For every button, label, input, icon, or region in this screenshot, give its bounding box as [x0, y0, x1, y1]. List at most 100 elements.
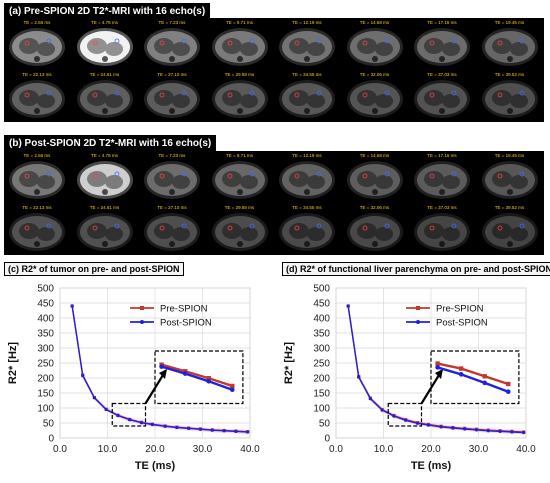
- y-tick-label: 450: [313, 299, 330, 310]
- te-label: TE = 24.61 ms: [89, 205, 120, 210]
- chart-d-title: (d) R2* of functional liver parenchyma o…: [282, 262, 550, 276]
- pre-mri-tile: TE = 2.56 ms: [5, 19, 69, 69]
- post-mri-tile: TE = 32.06 ms: [342, 204, 407, 254]
- y-tick-label: 400: [313, 314, 330, 325]
- inset-data-point: [206, 376, 211, 381]
- te-label: TE = 19.45 ms: [494, 153, 525, 158]
- data-point: [368, 397, 372, 401]
- te-label: TE = 27.10 ms: [157, 72, 187, 77]
- x-tick-label: 30.0: [193, 444, 213, 455]
- te-label: TE = 22.13 ms: [22, 72, 52, 77]
- y-tick-label: 0: [324, 434, 330, 445]
- panel-b-title: (b) Post-SPION 2D T2*-MRI with 16 echo(s…: [4, 135, 217, 152]
- data-point: [474, 428, 479, 432]
- data-point: [392, 414, 396, 418]
- y-tick-label: 400: [37, 314, 54, 325]
- mri-slice-image: [144, 161, 200, 199]
- data-point: [426, 423, 430, 427]
- te-label: TE = 39.52 ms: [494, 72, 525, 77]
- legend-label: Post-SPION: [160, 318, 212, 329]
- y-tick-label: 200: [313, 374, 330, 385]
- data-point: [175, 425, 179, 430]
- te-label: TE = 14.68 ms: [359, 20, 390, 25]
- chart-c: 0 50 100 150 200 250 300 350 400 450 500 0.0 10.0 20.…: [7, 284, 260, 473]
- te-label: TE = 12.19 ms: [292, 153, 322, 158]
- series-line-1: [347, 305, 524, 434]
- zoom-arrow: [144, 374, 164, 405]
- zoom-arrow-head: [435, 369, 443, 379]
- te-label: TE = 32.06 ms: [359, 72, 390, 77]
- te-label: TE = 17.16 ms: [427, 20, 457, 25]
- y-tick-label: 0: [48, 434, 54, 445]
- inset-data-point: [458, 372, 464, 377]
- data-point: [404, 418, 408, 422]
- data-point: [498, 429, 502, 433]
- mri-slice-image: [211, 28, 268, 66]
- te-label: TE = 32.06 ms: [359, 205, 390, 210]
- inset-series-line-0: [437, 362, 509, 386]
- y-tick-label: 300: [37, 344, 54, 355]
- te-label: TE = 24.61 ms: [89, 72, 120, 77]
- data-point: [150, 422, 154, 427]
- te-label: TE = 7.23 ms: [158, 20, 186, 25]
- legend-marker: [416, 306, 420, 310]
- data-point: [198, 427, 203, 431]
- pre-mri-tile: TE = 37.03 ms: [410, 71, 474, 121]
- pre-mri-tile: TE = 32.06 ms: [342, 71, 407, 121]
- y-tick-label: 300: [313, 344, 330, 355]
- pre-mri-tile: TE = 29.58 ms: [207, 71, 272, 121]
- post-mri-tile: TE = 2.56 ms: [5, 152, 69, 202]
- x-tick-label: 20.0: [421, 444, 441, 455]
- mri-slice-image: [76, 161, 133, 199]
- zoom-arrow-head: [159, 369, 167, 379]
- mri-slice-image: [481, 28, 538, 66]
- inset-data-point: [229, 387, 235, 393]
- data-point: [439, 425, 443, 429]
- mri-slice-image: [9, 161, 65, 199]
- y-axis-label: R2* [Hz]: [283, 342, 295, 385]
- te-label: TE = 4.78 ms: [91, 20, 118, 25]
- te-label: TE = 22.13 ms: [22, 205, 52, 210]
- y-tick-label: 250: [37, 359, 54, 370]
- inset-box: [430, 350, 520, 405]
- pre-mri-tile: TE = 4.78 ms: [72, 19, 137, 69]
- post-mri-tile: TE = 27.10 ms: [140, 204, 204, 254]
- data-point: [246, 430, 250, 434]
- zoom-arrow: [420, 374, 440, 405]
- inset-series-line-1: [161, 365, 233, 391]
- x-tick-label: 40.0: [240, 444, 260, 455]
- pre-mri-tile: TE = 17.16 ms: [410, 19, 474, 69]
- te-label: TE = 12.19 ms: [292, 20, 322, 25]
- mri-slice-image: [76, 80, 133, 118]
- pre-mri-tile: TE = 34.55 ms: [275, 71, 339, 121]
- mri-slice-image: [279, 213, 335, 251]
- mri-slice-image: [346, 213, 403, 251]
- data-point: [81, 374, 85, 378]
- y-tick-label: 350: [313, 329, 330, 340]
- mri-slice-image: [346, 28, 403, 66]
- mri-slice-image: [279, 28, 335, 66]
- mri-slice-image: [9, 28, 65, 66]
- post-mri-tile: TE = 24.61 ms: [72, 204, 137, 254]
- x-axis-label: TE (ms): [135, 460, 176, 472]
- data-point: [128, 418, 132, 422]
- te-label: TE = 9.71 ms: [226, 153, 253, 158]
- legend-marker: [140, 320, 144, 324]
- post-mri-tile: TE = 22.13 ms: [5, 204, 69, 254]
- data-point: [357, 375, 361, 379]
- post-mri-tile: TE = 4.78 ms: [72, 152, 137, 202]
- post-mri-tile: TE = 39.52 ms: [477, 204, 542, 254]
- x-tick-label: 40.0: [516, 444, 536, 455]
- inset-data-point: [182, 369, 188, 374]
- post-mri-tile: TE = 29.58 ms: [207, 204, 272, 254]
- zoom-region: [111, 402, 147, 427]
- mri-slice-image: [279, 161, 335, 199]
- pre-mri-tile: TE = 7.23 ms: [140, 19, 204, 69]
- data-point: [415, 421, 420, 425]
- inset-data-point: [482, 380, 488, 386]
- mri-slice-image: [481, 213, 538, 251]
- inset-data-point: [482, 374, 487, 379]
- pre-mri-tile: TE = 9.71 ms: [207, 19, 272, 69]
- legend-label: Pre-SPION: [436, 304, 484, 315]
- mri-slice-image: [76, 213, 133, 251]
